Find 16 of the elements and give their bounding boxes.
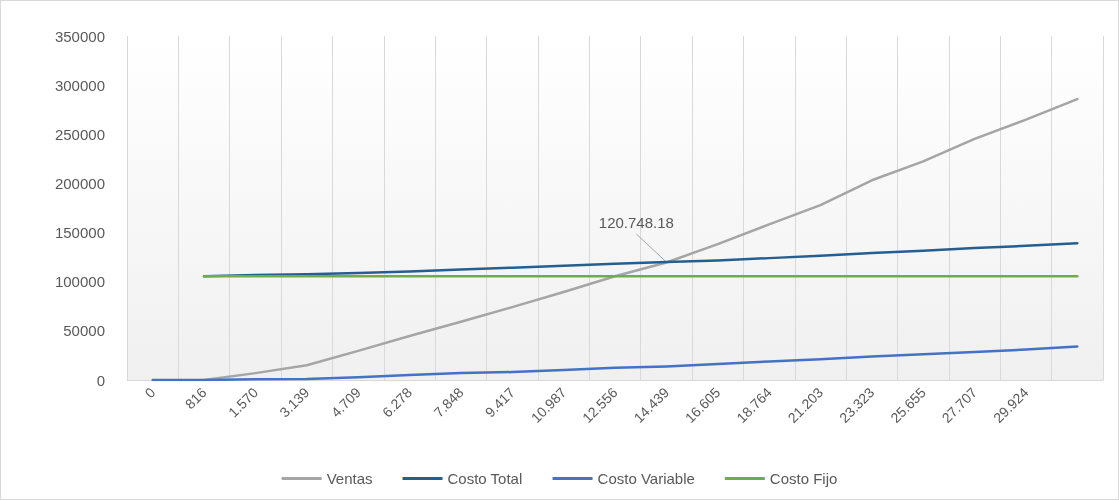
y-tick-label: 150000 — [54, 224, 105, 242]
legend-label: Costo Variable — [597, 470, 695, 487]
y-tick-label: 100000 — [54, 273, 105, 291]
y-tick-label: 200000 — [54, 174, 105, 192]
y-tick-label: 250000 — [54, 125, 105, 143]
annotation: 120.748.18 — [598, 214, 674, 232]
x-tick-label: 0 — [141, 384, 159, 402]
legend-label: Costo Total — [447, 470, 523, 487]
legend-label: Ventas — [326, 470, 373, 487]
y-tick-label: 300000 — [54, 76, 105, 94]
x-tick-label: 816 — [181, 384, 210, 413]
y-tick-label: 350000 — [54, 27, 105, 45]
y-tick-label: 0 — [96, 371, 105, 389]
line-series — [151, 345, 1079, 382]
legend-label: Costo Fijo — [769, 470, 838, 487]
y-tick-label: 50000 — [63, 322, 105, 340]
